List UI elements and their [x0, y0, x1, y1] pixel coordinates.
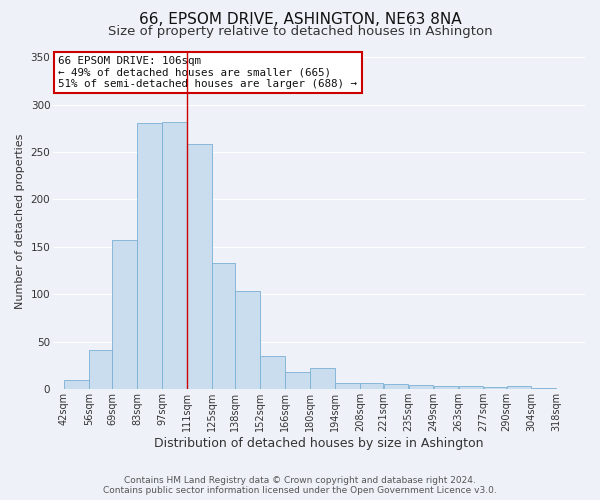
Bar	[235, 292, 260, 389]
Bar	[286, 372, 310, 389]
Bar	[335, 382, 360, 389]
Bar	[532, 388, 556, 389]
Bar	[112, 240, 137, 389]
Bar	[310, 368, 335, 389]
Bar	[137, 122, 161, 389]
Bar	[434, 386, 458, 389]
Bar	[484, 388, 506, 389]
Text: 66 EPSOM DRIVE: 106sqm
← 49% of detached houses are smaller (665)
51% of semi-de: 66 EPSOM DRIVE: 106sqm ← 49% of detached…	[58, 56, 358, 89]
Text: Contains HM Land Registry data © Crown copyright and database right 2024.: Contains HM Land Registry data © Crown c…	[124, 476, 476, 485]
Bar	[89, 350, 112, 389]
Bar	[187, 144, 212, 389]
Text: Size of property relative to detached houses in Ashington: Size of property relative to detached ho…	[107, 25, 493, 38]
Bar	[458, 386, 483, 389]
Y-axis label: Number of detached properties: Number of detached properties	[15, 133, 25, 308]
Text: Contains public sector information licensed under the Open Government Licence v3: Contains public sector information licen…	[103, 486, 497, 495]
Bar	[383, 384, 408, 389]
Bar	[64, 380, 89, 389]
X-axis label: Distribution of detached houses by size in Ashington: Distribution of detached houses by size …	[154, 437, 484, 450]
Bar	[260, 356, 285, 389]
Text: 66, EPSOM DRIVE, ASHINGTON, NE63 8NA: 66, EPSOM DRIVE, ASHINGTON, NE63 8NA	[139, 12, 461, 28]
Bar	[162, 122, 187, 389]
Bar	[507, 386, 531, 389]
Bar	[361, 384, 383, 389]
Bar	[409, 386, 433, 389]
Bar	[212, 263, 235, 389]
